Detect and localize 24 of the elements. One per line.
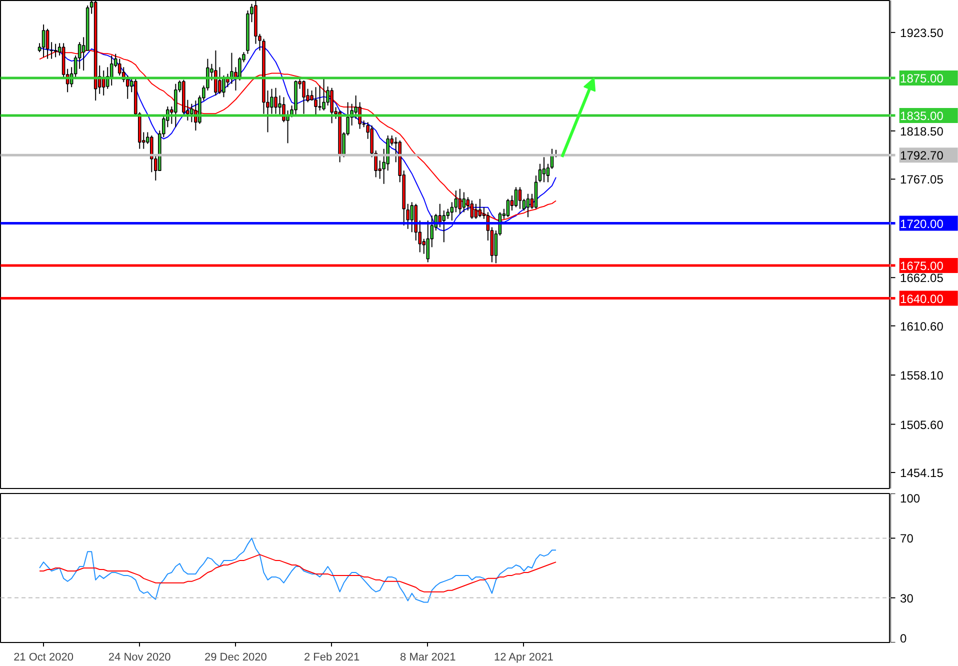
y-tick-label: 1662.05 bbox=[900, 271, 944, 286]
x-tick-label: 8 Mar 2021 bbox=[400, 652, 456, 664]
ref-line-label: 1792.70 bbox=[900, 148, 944, 163]
y-tick-label: 0 bbox=[900, 632, 908, 646]
x-tick-label: 21 Oct 2020 bbox=[14, 652, 74, 664]
y-tick-label: 1558.10 bbox=[900, 368, 944, 383]
ref-line-label: 1720.00 bbox=[900, 216, 944, 231]
y-tick-label: 100 bbox=[900, 492, 920, 506]
ref-line-label: 1640.00 bbox=[900, 292, 944, 306]
y-tick-label: 1610.60 bbox=[900, 319, 944, 334]
y-tick-label: 1818.50 bbox=[900, 124, 944, 138]
y-tick-label: 1923.50 bbox=[900, 26, 944, 40]
x-tick-label: 24 Nov 2020 bbox=[108, 652, 171, 664]
x-tick-label: 12 Apr 2021 bbox=[494, 652, 554, 664]
y-tick-label: 1767.05 bbox=[900, 172, 944, 187]
y-tick-label: 70 bbox=[900, 532, 914, 546]
ref-line-label: 1835.00 bbox=[900, 108, 944, 123]
y-tick-label: 1505.60 bbox=[900, 418, 944, 432]
y-tick-label: 30 bbox=[900, 591, 914, 606]
ref-line-label: 1675.00 bbox=[900, 258, 944, 273]
y-tick-label: 1454.15 bbox=[900, 466, 944, 480]
x-tick-label: 2 Feb 2021 bbox=[304, 652, 360, 664]
ref-line-label: 1875.00 bbox=[900, 71, 944, 86]
x-tick-label: 29 Dec 2020 bbox=[204, 652, 267, 664]
